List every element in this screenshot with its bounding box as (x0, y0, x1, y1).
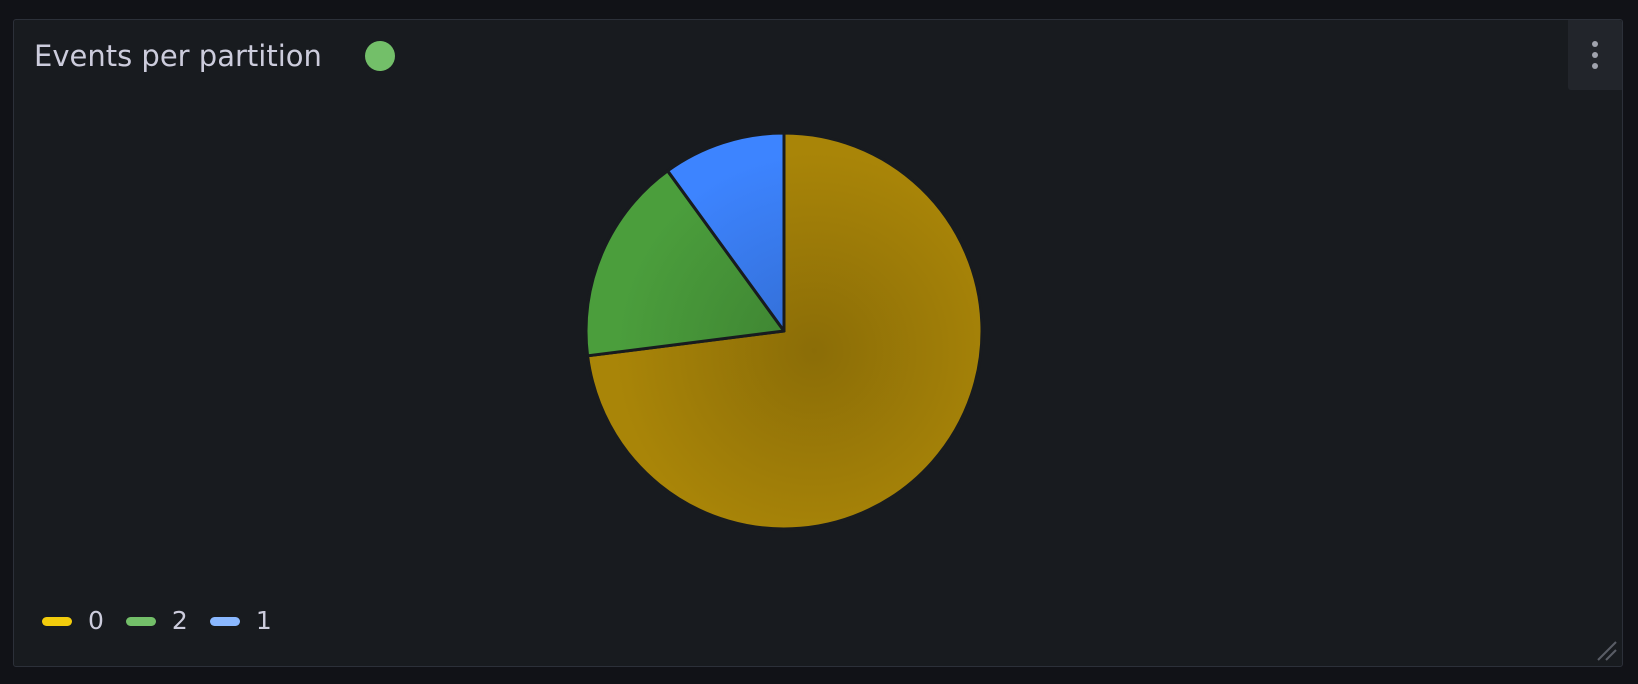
panel-menu-button[interactable] (1568, 20, 1622, 90)
kebab-menu-icon-dot (1592, 63, 1598, 69)
kebab-menu-icon-dot (1592, 52, 1598, 58)
legend-label: 2 (171, 606, 188, 635)
legend-swatch (125, 616, 156, 626)
legend-label: 0 (88, 606, 104, 635)
pie-slice-2[interactable] (584, 169, 786, 358)
resize-handle-icon[interactable] (1596, 640, 1618, 662)
pie-chart (584, 131, 984, 531)
legend-item-0[interactable]: 0 (42, 606, 104, 636)
legend-label: 1 (255, 606, 272, 635)
legend-swatch (209, 616, 240, 626)
chart-legend: 0 2 1 (42, 604, 294, 638)
legend-item-1[interactable]: 1 (209, 606, 272, 636)
panel-header: Events per partition (14, 20, 1622, 92)
pie-chart-panel: Events per partition 0 2 1 (13, 19, 1623, 667)
kebab-menu-icon (1592, 41, 1598, 47)
panel-title: Events per partition (34, 39, 322, 73)
legend-item-2[interactable]: 2 (125, 606, 188, 636)
legend-swatch (42, 616, 72, 626)
pie-slice-1[interactable] (666, 131, 786, 333)
status-indicator-icon (365, 41, 395, 71)
